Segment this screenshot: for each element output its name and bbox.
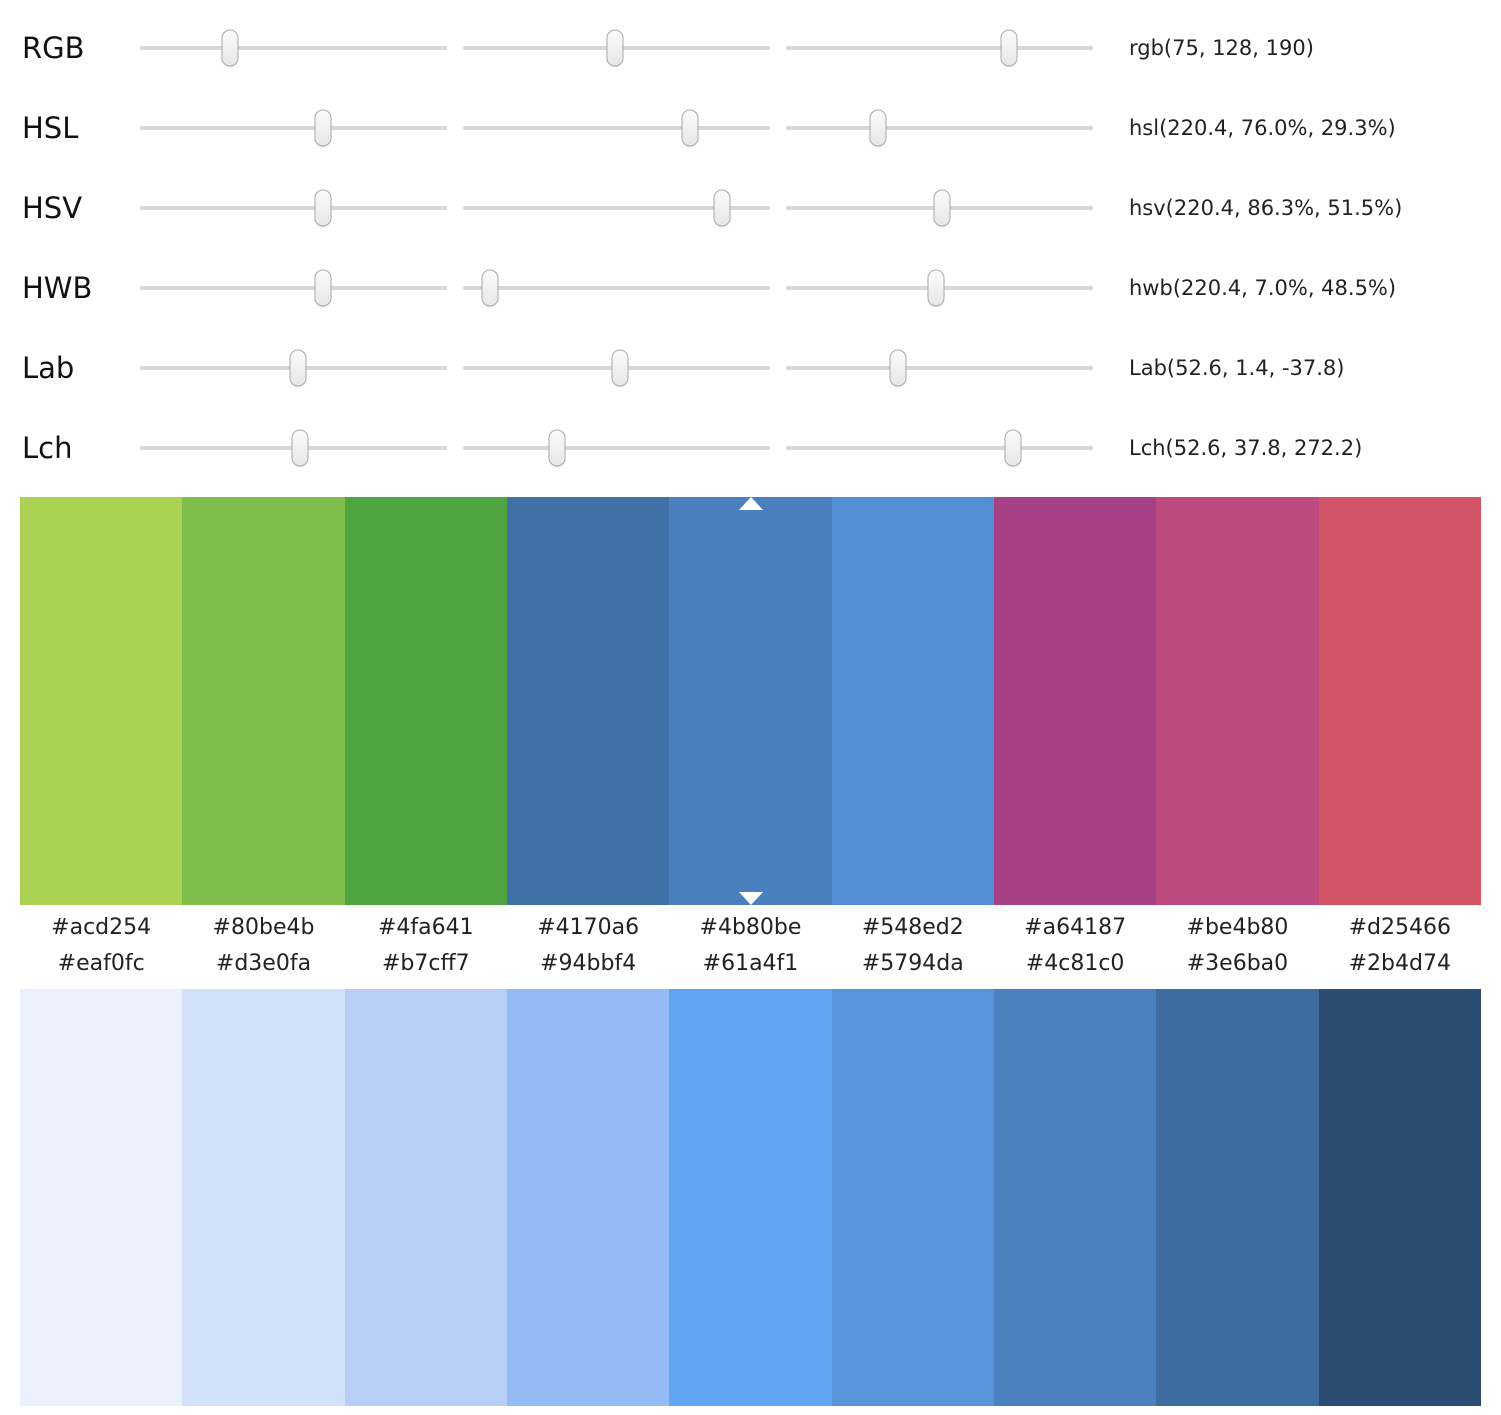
slider-row-lab: Lab Lab(52.6, 1.4, -37.8) [0, 328, 1501, 408]
palette-swatch[interactable] [344, 989, 507, 1406]
hsv-slider-track-2[interactable] [463, 189, 770, 227]
swatch-hex-label: #61a4f1 [702, 951, 799, 976]
swatch-hex-label: #4170a6 [537, 915, 640, 940]
slider-thumb[interactable] [291, 429, 309, 467]
swatch-hex-label: #94bbf4 [540, 951, 637, 976]
slider-thumb[interactable] [314, 109, 332, 147]
lch-value-text: Lch(52.6, 37.8, 272.2) [1129, 436, 1363, 460]
swatch-hex-label: #d3e0fa [215, 951, 312, 976]
hue-scale-band [20, 497, 1481, 905]
slider-thumb[interactable] [889, 349, 907, 387]
selected-color-marker-top [738, 497, 763, 510]
palette-swatch-selected[interactable] [669, 497, 832, 905]
hwb-slider-track-1[interactable] [140, 269, 447, 307]
swatch-hex-label: #4b80be [699, 915, 802, 940]
slider-thumb[interactable] [314, 189, 332, 227]
palette-swatch[interactable] [993, 989, 1157, 1406]
lch-slider-track-2[interactable] [463, 429, 770, 467]
hsl-value-text: hsl(220.4, 76.0%, 29.3%) [1129, 116, 1396, 140]
lch-slider-track-1[interactable] [140, 429, 447, 467]
palette-swatch[interactable] [1318, 497, 1481, 905]
palette-swatch[interactable] [506, 497, 670, 905]
palette-swatch[interactable] [344, 497, 507, 905]
swatch-hex-label: #be4b80 [1186, 915, 1289, 940]
slider-thumb[interactable] [869, 109, 887, 147]
lab-slider-track-3[interactable] [786, 349, 1093, 387]
color-sliders-panel: RGB rgb(75, 128, 190) HSL hsl(220.4, 76.… [0, 0, 1501, 488]
colorspace-label-hsv: HSV [22, 191, 83, 225]
tint-scale-band [20, 989, 1481, 1406]
lab-slider-track-2[interactable] [463, 349, 770, 387]
selected-color-marker-bottom [738, 892, 763, 905]
swatch-hex-label: #eaf0fc [57, 951, 145, 976]
slider-thumb[interactable] [611, 349, 629, 387]
colorspace-label-hsl: HSL [22, 111, 79, 145]
slider-thumb[interactable] [548, 429, 566, 467]
slider-row-hsv: HSV hsv(220.4, 86.3%, 51.5%) [0, 168, 1501, 248]
slider-thumb[interactable] [933, 189, 951, 227]
tint-scale-hex-labels: #eaf0fc #d3e0fa #b7cff7 #94bbf4 #61a4f1 … [20, 948, 1481, 989]
lch-slider-track-3[interactable] [786, 429, 1093, 467]
swatch-hex-label: #b7cff7 [381, 951, 470, 976]
palette-swatch[interactable] [1156, 989, 1319, 1406]
swatch-hex-label: #4c81c0 [1025, 951, 1125, 976]
colorspace-label-hwb: HWB [22, 271, 93, 305]
palette-swatch[interactable] [182, 989, 345, 1406]
slider-thumb[interactable] [1000, 29, 1018, 67]
palette-swatch[interactable] [182, 497, 345, 905]
slider-row-hwb: HWB hwb(220.4, 7.0%, 48.5%) [0, 248, 1501, 328]
rgb-slider-track-3[interactable] [786, 29, 1093, 67]
slider-row-rgb: RGB rgb(75, 128, 190) [0, 8, 1501, 88]
hsv-slider-track-1[interactable] [140, 189, 447, 227]
swatch-hex-label: #2b4d74 [1348, 951, 1451, 976]
palette-swatch[interactable] [20, 497, 183, 905]
hwb-slider-track-2[interactable] [463, 269, 770, 307]
rgb-slider-track-2[interactable] [463, 29, 770, 67]
swatch-hex-label: #548ed2 [861, 915, 964, 940]
lab-value-text: Lab(52.6, 1.4, -37.8) [1129, 356, 1345, 380]
swatch-hex-label: #d25466 [1348, 915, 1451, 940]
rgb-slider-track-1[interactable] [140, 29, 447, 67]
palette-swatch[interactable] [506, 989, 670, 1406]
hsl-slider-track-3[interactable] [786, 109, 1093, 147]
slider-thumb[interactable] [606, 29, 624, 67]
swatch-hex-label: #5794da [861, 951, 964, 976]
swatch-hex-label: #a64187 [1024, 915, 1127, 940]
swatch-hex-label: #4fa641 [377, 915, 474, 940]
slider-thumb[interactable] [289, 349, 307, 387]
palette-swatch[interactable] [831, 497, 994, 905]
hue-scale-hex-labels: #acd254 #80be4b #4fa641 #4170a6 #4b80be … [20, 905, 1481, 948]
colorspace-label-lch: Lch [22, 431, 73, 465]
slider-thumb[interactable] [314, 269, 332, 307]
palette-swatch[interactable] [831, 989, 994, 1406]
swatch-hex-label: #3e6ba0 [1186, 951, 1289, 976]
slider-row-hsl: HSL hsl(220.4, 76.0%, 29.3%) [0, 88, 1501, 168]
hwb-slider-track-3[interactable] [786, 269, 1093, 307]
hsv-value-text: hsv(220.4, 86.3%, 51.5%) [1129, 196, 1403, 220]
hsl-slider-track-1[interactable] [140, 109, 447, 147]
slider-thumb[interactable] [713, 189, 731, 227]
swatch-hex-label: #80be4b [212, 915, 315, 940]
rgb-value-text: rgb(75, 128, 190) [1129, 36, 1314, 60]
palette-swatch[interactable] [1318, 989, 1481, 1406]
colorspace-label-lab: Lab [22, 351, 75, 385]
slider-thumb[interactable] [1004, 429, 1022, 467]
hsl-slider-track-2[interactable] [463, 109, 770, 147]
palette-swatch[interactable] [1156, 497, 1319, 905]
slider-thumb[interactable] [927, 269, 945, 307]
colorspace-label-rgb: RGB [22, 31, 85, 65]
slider-row-lch: Lch Lch(52.6, 37.8, 272.2) [0, 408, 1501, 488]
palette-swatch[interactable] [20, 989, 183, 1406]
lab-slider-track-1[interactable] [140, 349, 447, 387]
hsv-slider-track-3[interactable] [786, 189, 1093, 227]
slider-thumb[interactable] [481, 269, 499, 307]
palette-swatch[interactable] [669, 989, 832, 1406]
slider-thumb[interactable] [221, 29, 239, 67]
slider-thumb[interactable] [681, 109, 699, 147]
palette-swatch[interactable] [993, 497, 1157, 905]
hwb-value-text: hwb(220.4, 7.0%, 48.5%) [1129, 276, 1397, 300]
swatch-hex-label: #acd254 [51, 915, 152, 940]
